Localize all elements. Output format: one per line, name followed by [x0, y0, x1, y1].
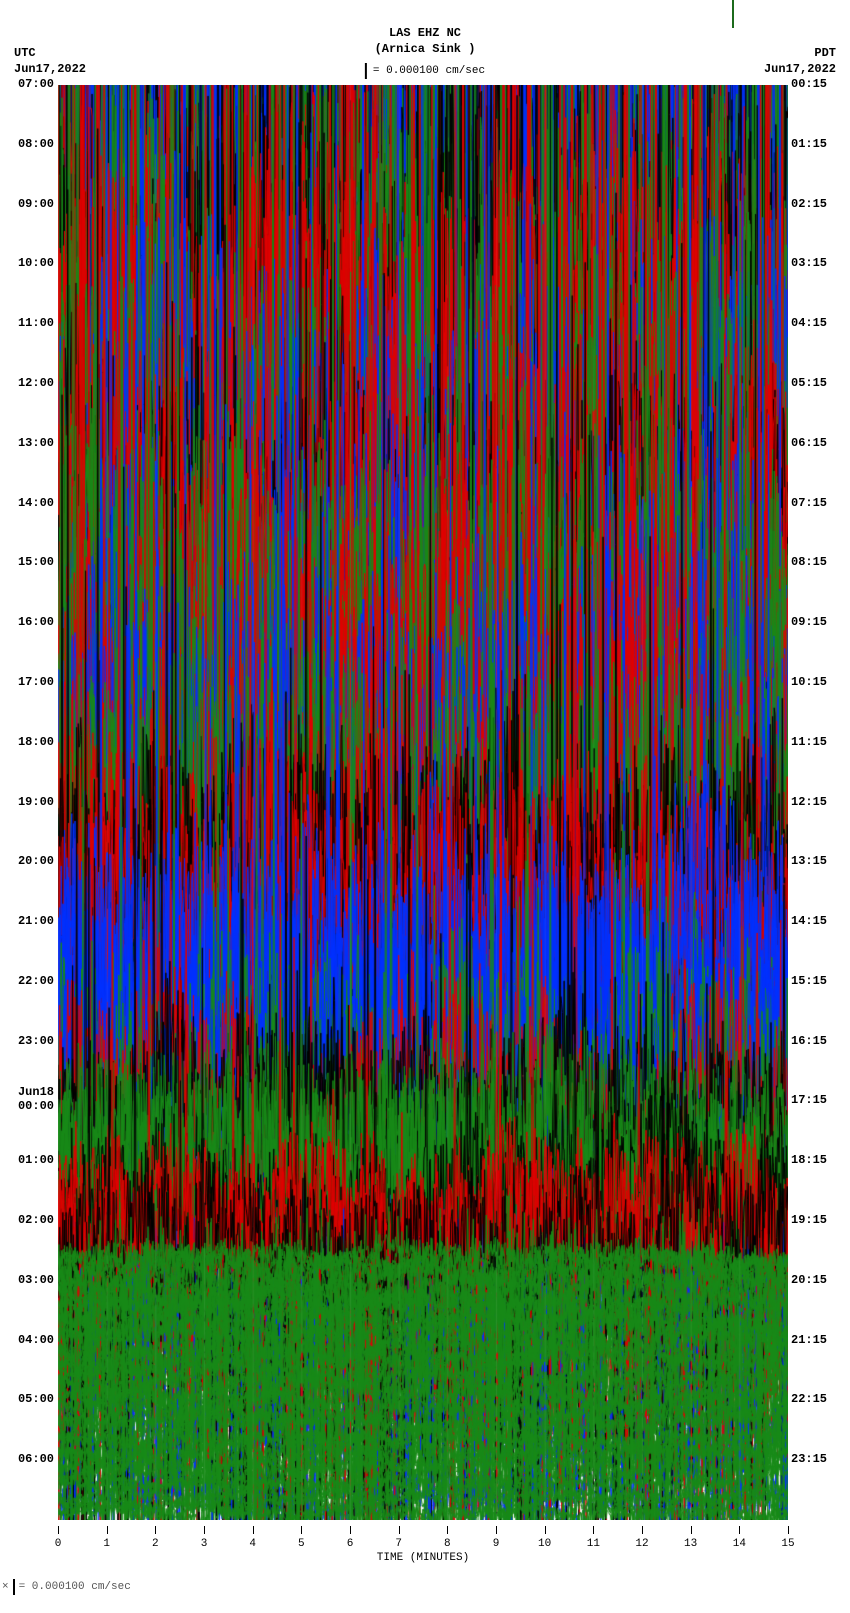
ytick-left: 02:00 [4, 1213, 54, 1227]
ytick-left: Jun18 00:00 [4, 1085, 54, 1113]
ytick-left: 10:00 [4, 256, 54, 270]
header: UTC Jun17,2022 LAS EHZ NC (Arnica Sink )… [0, 8, 850, 78]
right-tz-label: PDT [764, 46, 836, 62]
xtick-mark [58, 1526, 59, 1534]
ytick-right: 00:15 [791, 77, 841, 91]
xtick-mark [593, 1526, 594, 1534]
ytick-left: 22:00 [4, 974, 54, 988]
scale-text: = 0.000100 cm/sec [373, 65, 485, 77]
ytick-right: 22:15 [791, 1392, 841, 1406]
ytick-right: 14:15 [791, 914, 841, 928]
ytick-left: 04:00 [4, 1333, 54, 1347]
scale-bar-icon [365, 63, 367, 79]
ytick-right: 19:15 [791, 1213, 841, 1227]
xtick-label: 2 [152, 1538, 159, 1550]
ytick-left: 21:00 [4, 914, 54, 928]
ytick-right: 06:15 [791, 436, 841, 450]
header-right: PDT Jun17,2022 [764, 46, 836, 77]
ytick-left: 23:00 [4, 1034, 54, 1048]
xtick-mark [545, 1526, 546, 1534]
xtick-label: 14 [733, 1538, 746, 1550]
xtick-mark [739, 1526, 740, 1534]
ytick-left: 16:00 [4, 615, 54, 629]
footer-scale: × = 0.000100 cm/sec [2, 1579, 131, 1595]
ytick-right: 04:15 [791, 316, 841, 330]
xtick-label: 13 [684, 1538, 697, 1550]
ytick-right: 01:15 [791, 137, 841, 151]
xtick-mark [301, 1526, 302, 1534]
ytick-right: 09:15 [791, 615, 841, 629]
ytick-right: 07:15 [791, 496, 841, 510]
ytick-left: 05:00 [4, 1392, 54, 1406]
station-code: LAS EHZ NC [0, 26, 850, 42]
xtick-mark [642, 1526, 643, 1534]
xtick-mark [788, 1526, 789, 1534]
ytick-right: 15:15 [791, 974, 841, 988]
xtick-mark [399, 1526, 400, 1534]
ytick-left: 03:00 [4, 1273, 54, 1287]
ytick-right: 18:15 [791, 1153, 841, 1167]
footer-mult: × [2, 1581, 9, 1593]
xtick-mark [447, 1526, 448, 1534]
xtick-label: 11 [587, 1538, 600, 1550]
header-center: LAS EHZ NC (Arnica Sink ) [0, 26, 850, 57]
ytick-right: 08:15 [791, 555, 841, 569]
left-date-label: Jun17,2022 [14, 62, 86, 78]
ytick-right: 21:15 [791, 1333, 841, 1347]
ytick-right: 16:15 [791, 1034, 841, 1048]
ytick-right: 02:15 [791, 197, 841, 211]
ytick-right: 12:15 [791, 795, 841, 809]
x-axis-title: TIME (MINUTES) [58, 1552, 788, 1564]
ytick-right: 13:15 [791, 854, 841, 868]
xtick-label: 1 [103, 1538, 110, 1550]
seismo-canvas [58, 85, 788, 1520]
ytick-left: 19:00 [4, 795, 54, 809]
xtick-mark [496, 1526, 497, 1534]
xtick-mark [107, 1526, 108, 1534]
helicorder-plot [58, 85, 788, 1520]
ytick-right: 20:15 [791, 1273, 841, 1287]
ytick-left: 08:00 [4, 137, 54, 151]
xtick-mark [204, 1526, 205, 1534]
scale-indicator: = 0.000100 cm/sec [365, 63, 485, 79]
ytick-left: 01:00 [4, 1153, 54, 1167]
station-name: (Arnica Sink ) [0, 42, 850, 58]
ytick-left: 17:00 [4, 675, 54, 689]
ytick-right: 05:15 [791, 376, 841, 390]
ytick-left: 06:00 [4, 1452, 54, 1466]
xtick-mark [691, 1526, 692, 1534]
xtick-label: 10 [538, 1538, 551, 1550]
ytick-left: 15:00 [4, 555, 54, 569]
right-date-label: Jun17,2022 [764, 62, 836, 78]
ytick-right: 10:15 [791, 675, 841, 689]
xtick-label: 9 [493, 1538, 500, 1550]
xtick-label: 4 [249, 1538, 256, 1550]
footer-scale-bar-icon [13, 1579, 15, 1595]
xtick-label: 12 [635, 1538, 648, 1550]
xtick-label: 5 [298, 1538, 305, 1550]
ytick-right: 03:15 [791, 256, 841, 270]
ytick-left: 18:00 [4, 735, 54, 749]
ytick-left: 13:00 [4, 436, 54, 450]
xtick-mark [253, 1526, 254, 1534]
xtick-mark [350, 1526, 351, 1534]
ytick-left: 12:00 [4, 376, 54, 390]
x-axis: 0123456789101112131415 TIME (MINUTES) [58, 1520, 788, 1558]
footer-scale-text: = 0.000100 cm/sec [19, 1581, 131, 1593]
xtick-label: 0 [55, 1538, 62, 1550]
ytick-left: 11:00 [4, 316, 54, 330]
xtick-label: 7 [395, 1538, 402, 1550]
ytick-right: 17:15 [791, 1093, 841, 1107]
ytick-right: 11:15 [791, 735, 841, 749]
xtick-label: 6 [347, 1538, 354, 1550]
xtick-label: 3 [201, 1538, 208, 1550]
ytick-left: 07:00 [4, 77, 54, 91]
ytick-left: 09:00 [4, 197, 54, 211]
xtick-label: 15 [781, 1538, 794, 1550]
ytick-right: 23:15 [791, 1452, 841, 1466]
xtick-label: 8 [444, 1538, 451, 1550]
xtick-mark [155, 1526, 156, 1534]
ytick-left: 14:00 [4, 496, 54, 510]
ytick-left: 20:00 [4, 854, 54, 868]
